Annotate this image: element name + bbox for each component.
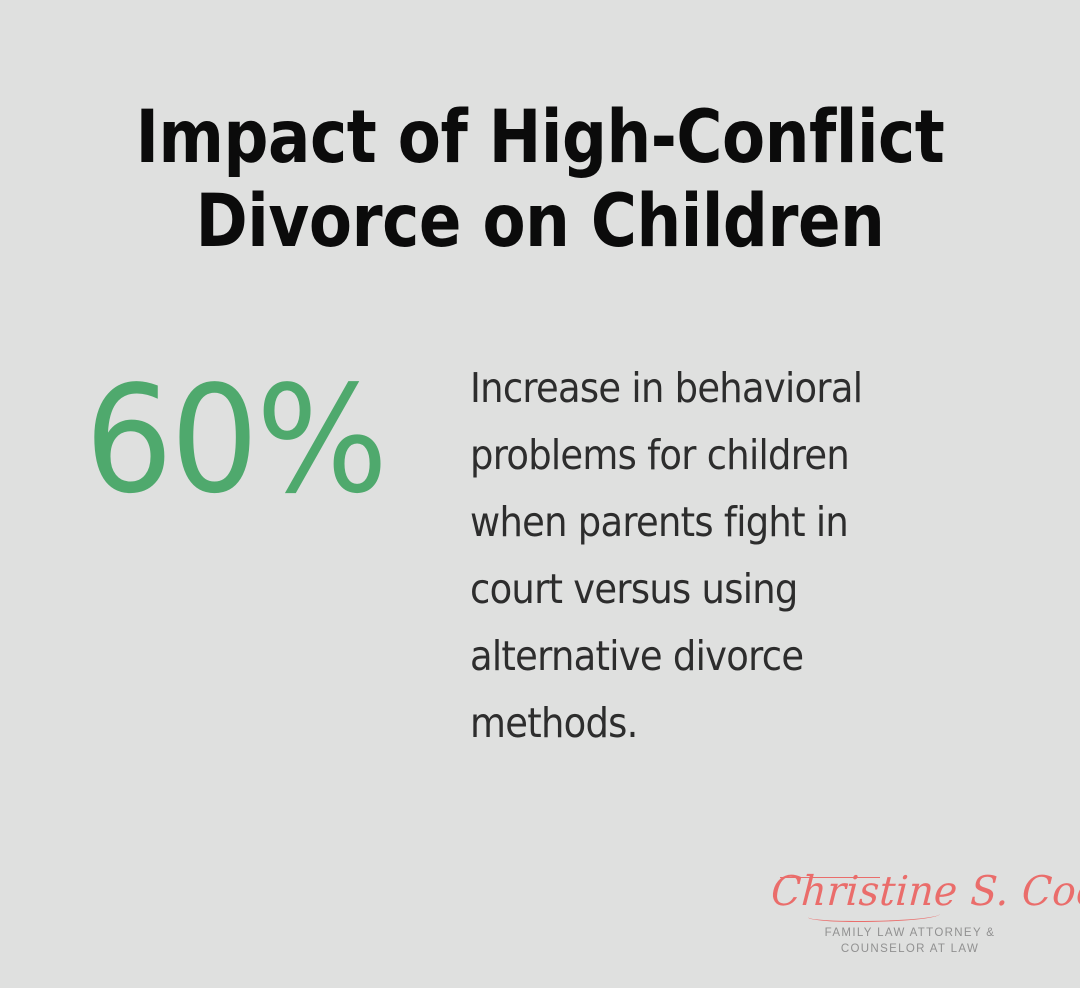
statistic-description-line: Increase in behavioral: [470, 364, 863, 412]
statistic-figure-container: 60%: [0, 355, 470, 515]
brand-logo-tagline-line: FAMILY LAW ATTORNEY &: [824, 927, 996, 939]
statistic-description-line: when parents fight in: [470, 498, 849, 546]
brand-logo-tagline: FAMILY LAW ATTORNEY & COUNSELOR AT LAW: [762, 926, 1058, 957]
statistic-description-line: problems for children: [470, 431, 850, 479]
page-title: Impact of High-Conflict Divorce on Child…: [0, 96, 1080, 264]
page-title-line-2: Divorce on Children: [195, 179, 885, 264]
statistic-description-line: alternative divorce: [470, 632, 804, 680]
statistic-block: 60% Increase in behavioral problems for …: [0, 355, 1080, 757]
brand-logo: Christine S. Cook FAMILY LAW ATTORNEY & …: [762, 862, 1080, 957]
page-title-line-1: Impact of High-Conflict: [135, 95, 945, 180]
statistic-description-container: Increase in behavioral problems for chil…: [470, 355, 970, 757]
statistic-description: Increase in behavioral problems for chil…: [470, 355, 904, 757]
statistic-description-line: methods.: [470, 699, 638, 747]
brand-logo-script-container: Christine S. Cook: [762, 862, 1080, 924]
statistic-percentage: 60%: [84, 354, 389, 526]
brand-logo-name: Christine S. Cook: [769, 867, 1080, 915]
brand-logo-tagline-line: COUNSELOR AT LAW: [840, 942, 980, 955]
statistic-description-line: court versus using: [470, 565, 798, 613]
